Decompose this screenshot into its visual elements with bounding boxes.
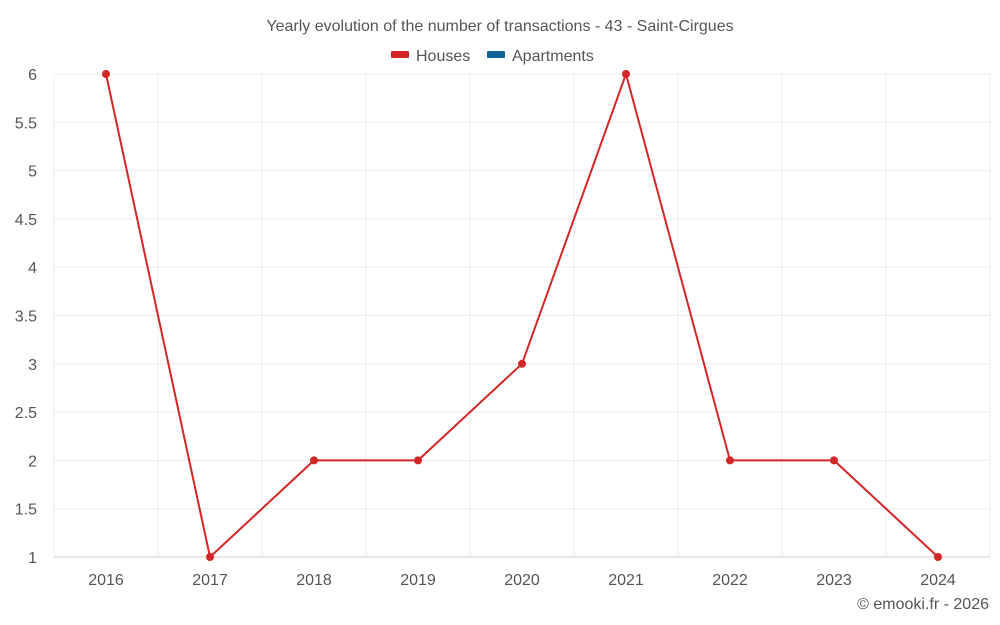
data-point-houses-2024[interactable]: [934, 553, 942, 561]
y-tick-label: 2.5: [15, 405, 37, 422]
x-tick-label: 2019: [400, 572, 436, 589]
y-tick-label: 1.5: [15, 502, 37, 519]
y-tick-label: 5.5: [15, 115, 37, 132]
legend-label-houses: Houses: [416, 48, 470, 65]
chart-title: Yearly evolution of the number of transa…: [266, 18, 733, 35]
data-point-houses-2023[interactable]: [830, 456, 838, 465]
y-tick-label: 1: [28, 550, 37, 567]
legend-swatch-houses: [391, 51, 409, 58]
legend-item-houses[interactable]: Houses: [391, 48, 470, 65]
y-tick-label: 4.5: [15, 212, 37, 229]
y-tick-label: 3: [28, 357, 37, 374]
data-point-houses-2020[interactable]: [518, 359, 526, 368]
data-point-houses-2019[interactable]: [414, 456, 422, 465]
x-tick-label: 2024: [920, 572, 956, 589]
x-tick-label: 2020: [504, 572, 540, 589]
x-tick-label: 2017: [192, 572, 228, 589]
data-point-houses-2021[interactable]: [622, 70, 630, 78]
data-point-houses-2016[interactable]: [102, 70, 110, 78]
x-tick-label: 2021: [608, 572, 644, 589]
credit-text: © emooki.fr - 2026: [857, 596, 989, 613]
x-tick-label: 2022: [712, 572, 748, 589]
legend-item-apartments[interactable]: Apartments: [487, 48, 594, 65]
data-point-houses-2017[interactable]: [206, 553, 214, 561]
y-tick-label: 5: [28, 164, 37, 181]
y-tick-label: 6: [28, 67, 37, 84]
series-layer: [102, 70, 942, 561]
axes: 1 1.5 2 2.5 3 3.5 4 4.5 5 5.5 6 2016 2017 2018 2019 202…: [15, 67, 990, 589]
gridlines: [53, 73, 991, 557]
data-point-houses-2018[interactable]: [310, 456, 318, 465]
data-point-houses-2022[interactable]: [726, 456, 734, 465]
y-tick-label: 2: [28, 453, 37, 470]
y-tick-label: 4: [28, 260, 37, 277]
x-tick-label: 2018: [296, 572, 332, 589]
y-tick-label: 3.5: [15, 309, 37, 326]
legend: Houses Apartments: [391, 48, 594, 65]
legend-label-apartments: Apartments: [512, 48, 594, 65]
x-tick-label: 2023: [816, 572, 852, 589]
legend-swatch-apartments: [487, 51, 505, 58]
x-tick-label: 2016: [88, 572, 124, 589]
